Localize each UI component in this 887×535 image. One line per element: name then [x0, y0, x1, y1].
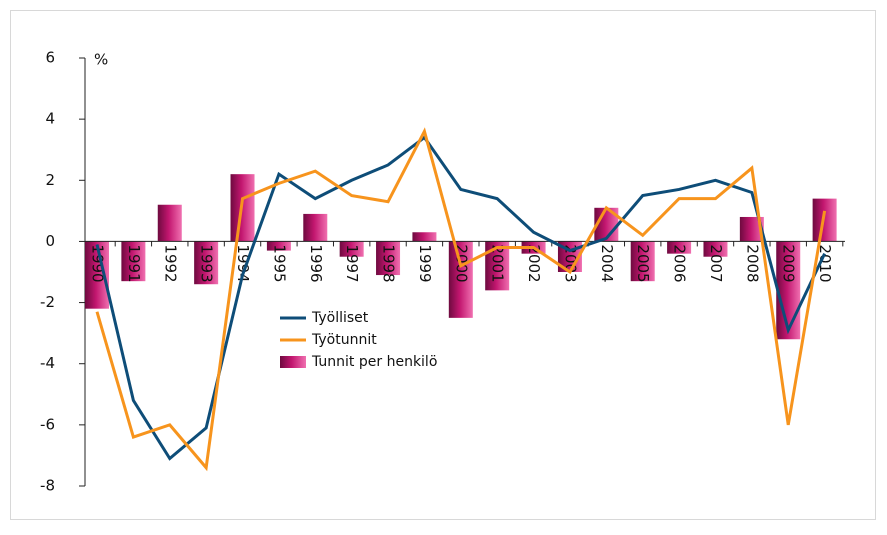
x-tick-label: 1997	[343, 244, 361, 282]
x-tick-label: 1991	[125, 244, 143, 282]
x-tick-label: 2003	[561, 244, 579, 282]
x-tick-label: 1994	[234, 244, 252, 282]
bar	[194, 241, 219, 285]
bar	[412, 232, 437, 242]
x-tick-label: 2005	[634, 244, 652, 282]
y-tick-label: -8	[40, 477, 55, 495]
y-tick-label: 4	[45, 110, 55, 128]
bar	[485, 241, 510, 291]
legend-label: Työtunnit	[311, 332, 377, 348]
bar	[703, 241, 728, 257]
bar	[812, 198, 837, 242]
bar	[157, 204, 182, 242]
y-tick-label: -4	[40, 354, 55, 372]
y-tick-label: 6	[45, 49, 55, 67]
x-tick-label: 2008	[743, 244, 761, 282]
y-tick-label: -6	[40, 415, 55, 433]
unit-label: %	[94, 51, 108, 69]
bar	[339, 241, 364, 257]
frame	[10, 10, 876, 520]
legend-label: Työlliset	[311, 310, 369, 326]
x-tick-label: 2004	[598, 244, 616, 282]
x-tick-label: 2001	[489, 244, 507, 282]
bar	[667, 241, 692, 254]
x-tick-label: 1990	[89, 244, 107, 282]
bar	[630, 241, 655, 282]
y-tick-label: -2	[40, 293, 55, 311]
x-tick-label: 1995	[270, 244, 288, 282]
bar	[303, 213, 328, 242]
bar	[266, 241, 291, 251]
x-tick-label: 2010	[816, 244, 834, 282]
x-tick-label: 1992	[161, 244, 179, 282]
y-tick-label: 0	[45, 232, 55, 250]
legend-swatch	[280, 356, 306, 368]
x-tick-label: 2006	[671, 244, 689, 282]
bar	[121, 241, 146, 282]
x-tick-label: 2007	[707, 244, 725, 282]
bar	[776, 241, 801, 340]
x-tick-label: 1996	[307, 244, 325, 282]
x-tick-label: 2002	[525, 244, 543, 282]
x-tick-label: 1998	[380, 244, 398, 282]
legend-label: Tunnit per henkilö	[311, 354, 437, 370]
x-tick-label: 1993	[198, 244, 216, 282]
bar	[448, 241, 473, 318]
bar	[376, 241, 401, 276]
x-tick-label: 1999	[416, 244, 434, 282]
line	[95, 127, 827, 472]
x-tick-label: 2009	[780, 244, 798, 282]
y-tick-label: 2	[45, 171, 55, 189]
